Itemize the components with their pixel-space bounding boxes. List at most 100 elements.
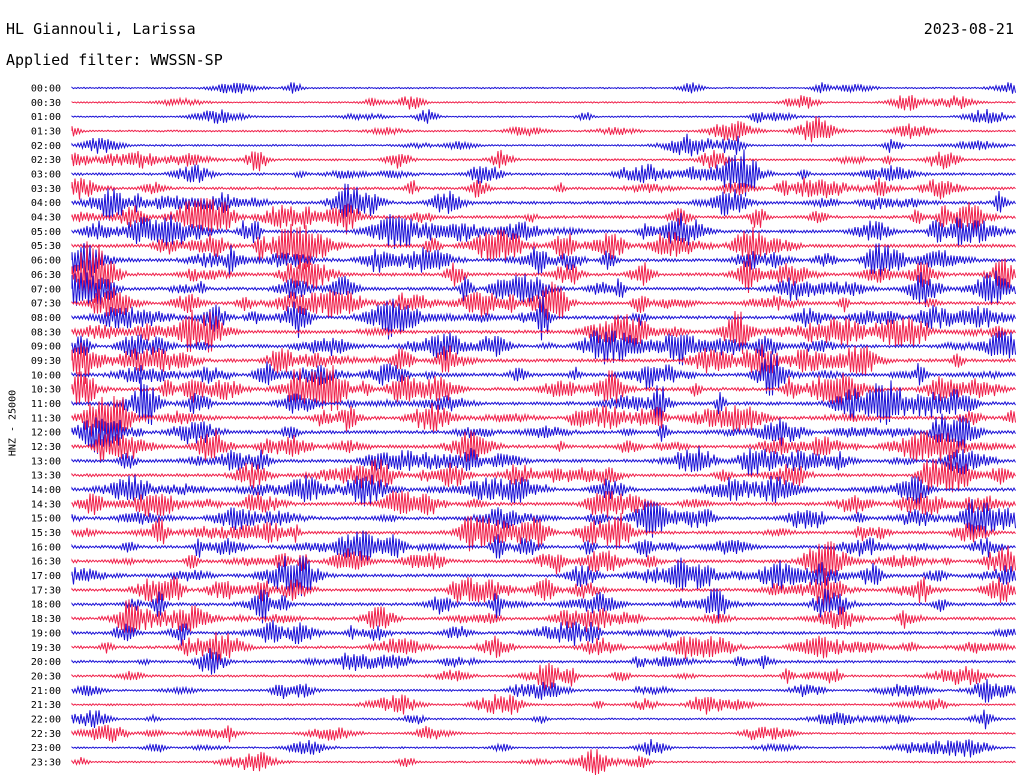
trace-row bbox=[71, 749, 1016, 776]
row-time-label: 02:30 bbox=[31, 155, 61, 166]
trace-row bbox=[71, 474, 1016, 507]
row-time-label: 15:00 bbox=[31, 514, 61, 525]
trace-row bbox=[71, 512, 1016, 552]
trace-row bbox=[71, 395, 1016, 446]
row-time-label: 23:00 bbox=[31, 743, 61, 754]
row-time-label: 11:00 bbox=[31, 399, 61, 410]
trace-row bbox=[71, 353, 1016, 396]
trace-row bbox=[71, 739, 1016, 758]
row-time-label: 14:00 bbox=[31, 485, 61, 496]
filter-label: Applied filter: WWSSN-SP bbox=[6, 51, 223, 69]
trace-row bbox=[71, 588, 1016, 624]
trace-row bbox=[71, 599, 1016, 636]
row-time-label: 08:00 bbox=[31, 313, 61, 324]
row-time-label: 19:30 bbox=[31, 643, 61, 654]
row-time-label: 15:30 bbox=[31, 528, 61, 539]
row-time-label: 04:00 bbox=[31, 198, 61, 209]
row-time-label: 23:30 bbox=[31, 757, 61, 768]
row-time-label: 01:30 bbox=[31, 127, 61, 138]
row-time-label: 09:00 bbox=[31, 342, 61, 353]
row-time-label: 22:00 bbox=[31, 714, 61, 725]
row-time-label: 22:30 bbox=[31, 729, 61, 740]
trace-row bbox=[71, 498, 1016, 538]
trace-row bbox=[71, 295, 1016, 341]
trace-row bbox=[71, 679, 1016, 703]
row-time-label: 04:30 bbox=[31, 213, 61, 224]
row-time-label: 07:00 bbox=[31, 284, 61, 295]
row-time-label: 07:30 bbox=[31, 299, 61, 310]
row-time-label: 12:00 bbox=[31, 428, 61, 439]
row-time-label: 09:30 bbox=[31, 356, 61, 367]
trace-row bbox=[71, 183, 1016, 221]
row-time-label: 02:00 bbox=[31, 141, 61, 152]
trace-row bbox=[71, 413, 1016, 454]
trace-row bbox=[71, 116, 1016, 143]
row-time-label: 18:30 bbox=[31, 614, 61, 625]
trace-row bbox=[71, 365, 1016, 412]
row-time-label: 13:00 bbox=[31, 456, 61, 467]
trace-row bbox=[71, 309, 1016, 354]
trace-row bbox=[71, 377, 1016, 426]
trace-row bbox=[71, 632, 1016, 664]
row-time-label: 21:00 bbox=[31, 686, 61, 697]
trace-row bbox=[71, 648, 1016, 675]
row-time-label: 20:00 bbox=[31, 657, 61, 668]
trace-row bbox=[71, 95, 1016, 111]
row-time-label: 13:30 bbox=[31, 471, 61, 482]
trace-row bbox=[71, 197, 1016, 235]
trace-row bbox=[71, 530, 1016, 562]
row-time-label: 05:30 bbox=[31, 241, 61, 252]
row-time-label: 00:00 bbox=[31, 84, 61, 95]
row-time-label: 01:00 bbox=[31, 112, 61, 123]
row-time-label: 12:30 bbox=[31, 442, 61, 453]
trace-row bbox=[71, 429, 1016, 463]
date-label: 2023-08-21 bbox=[923, 20, 1014, 38]
row-time-label: 16:00 bbox=[31, 542, 61, 553]
trace-row bbox=[71, 223, 1016, 270]
row-time-label: 00:30 bbox=[31, 98, 61, 109]
row-time-label: 21:30 bbox=[31, 700, 61, 711]
trace-row bbox=[71, 133, 1016, 157]
trace-row bbox=[71, 330, 1016, 366]
trace-row bbox=[71, 149, 1016, 197]
row-time-label: 14:30 bbox=[31, 499, 61, 510]
trace-row bbox=[71, 662, 1016, 692]
trace-row bbox=[71, 490, 1016, 518]
trace-row bbox=[71, 241, 1016, 303]
trace-row bbox=[71, 709, 1016, 730]
row-time-label: 03:00 bbox=[31, 170, 61, 181]
row-time-label: 06:00 bbox=[31, 256, 61, 267]
trace-row bbox=[71, 724, 1016, 743]
trace-row bbox=[71, 446, 1016, 477]
row-time-label: 20:30 bbox=[31, 671, 61, 682]
row-time-label: 05:00 bbox=[31, 227, 61, 238]
row-time-label: 03:30 bbox=[31, 184, 61, 195]
trace-row bbox=[71, 177, 1016, 200]
row-time-label: 06:30 bbox=[31, 270, 61, 281]
trace-row bbox=[71, 342, 1016, 384]
trace-row bbox=[71, 82, 1016, 94]
row-time-label: 18:00 bbox=[31, 600, 61, 611]
trace-row bbox=[71, 457, 1016, 493]
trace-row bbox=[71, 541, 1016, 581]
trace-row bbox=[71, 242, 1016, 282]
row-time-label: 10:00 bbox=[31, 370, 61, 381]
trace-row bbox=[71, 620, 1016, 646]
row-time-label: 08:30 bbox=[31, 327, 61, 338]
trace-row bbox=[71, 694, 1016, 715]
trace-row bbox=[71, 270, 1016, 308]
trace-row bbox=[71, 109, 1016, 124]
trace-row bbox=[71, 555, 1016, 600]
trace-row bbox=[71, 281, 1016, 321]
row-time-label: 17:30 bbox=[31, 585, 61, 596]
trace-row bbox=[71, 569, 1016, 612]
row-time-label: 10:30 bbox=[31, 385, 61, 396]
row-time-label: 19:00 bbox=[31, 628, 61, 639]
trace-row bbox=[71, 149, 1016, 172]
trace-row bbox=[71, 212, 1016, 249]
row-time-label: 11:30 bbox=[31, 413, 61, 424]
row-time-label: 17:00 bbox=[31, 571, 61, 582]
station-title: HL Giannouli, Larissa bbox=[6, 20, 196, 38]
row-time-label: 16:30 bbox=[31, 557, 61, 568]
